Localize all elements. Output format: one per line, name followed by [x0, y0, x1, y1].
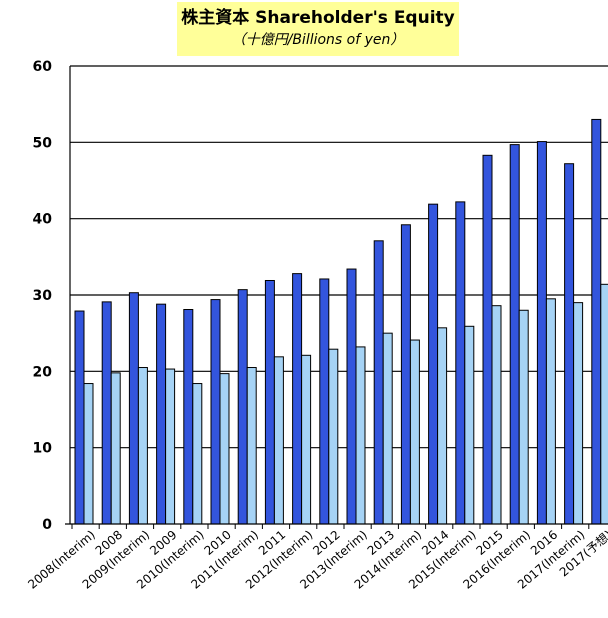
y-tick-label: 20: [33, 364, 53, 380]
bar-series-1: [346, 268, 357, 525]
bar-series-1: [156, 303, 167, 525]
y-axis-ticks: 0 10 20 30 40 50 60: [33, 59, 53, 533]
y-tick-label: 50: [33, 135, 53, 151]
bar-series-1: [101, 301, 112, 525]
bar-series-1: [455, 201, 466, 525]
y-tick-label: 30: [33, 288, 53, 304]
chart-subtitle: （十億円/Billions of yen）: [231, 32, 405, 48]
bar-series-1: [292, 273, 303, 525]
bar-series-2: [83, 383, 94, 525]
bar-series-1: [183, 309, 194, 525]
bar-series-2: [328, 348, 339, 525]
bar-series-2: [192, 383, 203, 525]
bar-series-2: [409, 339, 420, 525]
bar-series-2: [273, 356, 284, 525]
bar-series-2: [246, 367, 257, 525]
bar-series-1: [128, 292, 139, 525]
bar-series-2: [219, 373, 230, 525]
bar-series-2: [165, 368, 176, 525]
bar-series-1: [564, 163, 575, 525]
bar-series-2: [437, 327, 448, 525]
bar-series-1: [400, 224, 411, 525]
bar-series-1: [210, 299, 221, 525]
bar-series-1: [591, 118, 602, 525]
bar-series-1: [536, 141, 547, 525]
y-tick-label: 10: [33, 441, 53, 457]
bar-series-1: [74, 310, 85, 525]
y-tick-label: 40: [33, 212, 53, 228]
bar-series-2: [137, 367, 148, 525]
bar-series-2: [301, 354, 312, 525]
y-tick-label: 60: [33, 59, 53, 75]
bar-series-2: [491, 305, 502, 525]
bar-series-2: [382, 332, 393, 525]
bar-series-1: [319, 278, 330, 525]
bar-series-1: [373, 240, 384, 525]
bar-series-2: [355, 346, 366, 525]
chart-title: 株主資本 Shareholder's Equity: [181, 8, 455, 28]
bar-series-1: [509, 144, 520, 525]
bar-series-2: [545, 298, 556, 525]
bar-series-2: [464, 325, 475, 525]
bar-series-2: [600, 283, 608, 525]
bar-series-1: [428, 203, 439, 525]
bar-series-1: [482, 154, 493, 525]
bar-series-1: [237, 289, 248, 525]
bar-series-2: [518, 309, 529, 525]
chart-title-box: 株主資本 Shareholder's Equity （十億円/Billions …: [177, 2, 459, 56]
bar-series-2: [110, 372, 121, 525]
bars: [74, 118, 608, 525]
bar-series-1: [264, 279, 275, 525]
axes: [65, 66, 608, 529]
y-tick-label: 0: [42, 517, 52, 533]
bar-series-2: [573, 302, 584, 525]
x-axis-ticks: 2008(Interim)20082009(Interim)20092010(I…: [25, 527, 608, 592]
